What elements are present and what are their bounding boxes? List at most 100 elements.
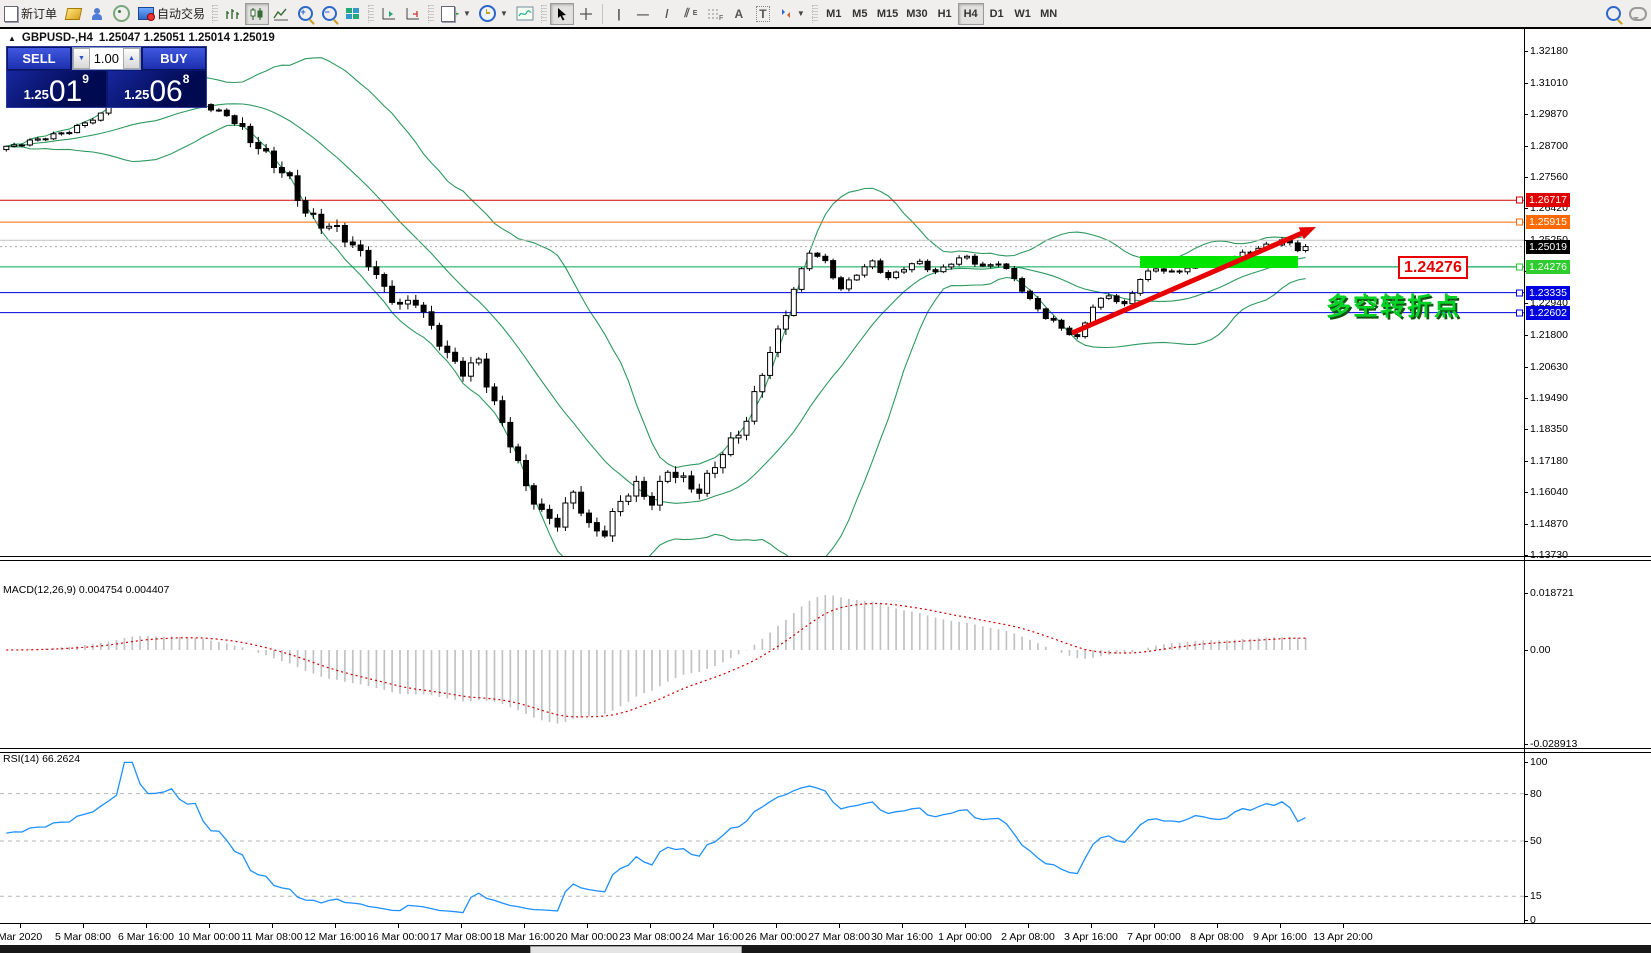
- time-axis-label[interactable]: 5 Mar 08:00: [54, 931, 112, 943]
- volume-decrease-button[interactable]: ▼: [73, 48, 90, 69]
- timeframe-button-mn[interactable]: MN: [1036, 3, 1062, 25]
- horizontal-scrollbar[interactable]: [0, 945, 1651, 953]
- candle-body: [19, 144, 25, 147]
- volume-increase-button[interactable]: ▲: [123, 48, 140, 69]
- time-axis-label[interactable]: 16 Mar 00:00: [367, 931, 429, 943]
- zoom-in-button[interactable]: +: [293, 3, 317, 25]
- time-axis-label[interactable]: 24 Mar 16:00: [682, 931, 744, 943]
- time-axis-label[interactable]: 30 Mar 16:00: [871, 931, 933, 943]
- history-center-button[interactable]: [61, 3, 85, 25]
- candle-body: [523, 460, 529, 487]
- search-button[interactable]: [1601, 3, 1625, 25]
- buy-button[interactable]: BUY: [142, 47, 206, 70]
- time-axis-label[interactable]: 26 Mar 00:00: [745, 931, 807, 943]
- auto-scroll-button[interactable]: [377, 3, 401, 25]
- time-axis-label[interactable]: 17 Mar 08:00: [430, 931, 492, 943]
- time-axis-label[interactable]: Mar 2020: [0, 931, 43, 943]
- candlestick-button[interactable]: [245, 2, 270, 25]
- horizontal-line-tool-button[interactable]: —: [631, 3, 655, 25]
- buy-price-display[interactable]: 1.25 06 8: [107, 71, 206, 107]
- time-axis-label[interactable]: 10 Mar 00:00: [178, 931, 240, 943]
- time-axis-label[interactable]: 18 Mar 16:00: [493, 931, 555, 943]
- candle-body: [759, 374, 766, 393]
- time-axis-label[interactable]: 11 Mar 08:00: [241, 931, 303, 943]
- candle-body: [601, 530, 608, 537]
- timeframe-button-m30[interactable]: M30: [902, 3, 931, 25]
- sell-button[interactable]: SELL: [7, 47, 71, 70]
- toolbar-grip: [212, 4, 219, 23]
- zoom-out-button[interactable]: −: [317, 3, 341, 25]
- price-callout-label[interactable]: 1.24276: [1398, 255, 1468, 279]
- tile-windows-button[interactable]: [341, 3, 365, 25]
- time-axis-label[interactable]: 3 Apr 16:00: [1064, 931, 1118, 943]
- candle-body: [672, 471, 679, 478]
- new-order-button[interactable]: 新订单: [0, 3, 61, 25]
- time-axis-label[interactable]: 2 Apr 08:00: [1001, 931, 1055, 943]
- candle-body: [869, 260, 876, 268]
- toolbar-separator: [601, 3, 603, 24]
- trendline-tool-button[interactable]: /: [655, 3, 679, 25]
- vertical-line-tool-button[interactable]: |: [607, 3, 631, 25]
- candle-body: [89, 119, 96, 124]
- main-chart-canvas[interactable]: [0, 28, 1524, 556]
- volume-input[interactable]: 1.00: [93, 51, 119, 66]
- time-axis-label[interactable]: 20 Mar 00:00: [556, 931, 618, 943]
- scrollbar-thumb[interactable]: [530, 946, 742, 953]
- time-axis-label[interactable]: 12 Mar 16:00: [304, 931, 366, 943]
- timeframe-button-m15[interactable]: M15: [873, 3, 902, 25]
- candle-body: [680, 475, 687, 478]
- timeframe-button-m1[interactable]: M1: [821, 3, 847, 25]
- crosshair-button[interactable]: [574, 3, 598, 25]
- sell-price-display[interactable]: 1.25 01 9: [7, 71, 106, 107]
- templates-button[interactable]: + ▼: [437, 3, 475, 25]
- time-axis-label[interactable]: 13 Apr 20:00: [1313, 931, 1373, 943]
- candle-body: [641, 480, 648, 497]
- label-tool-button[interactable]: T: [751, 3, 775, 25]
- timeframe-button-d1[interactable]: D1: [984, 3, 1010, 25]
- channel-tool-button[interactable]: ⫽ E: [679, 3, 703, 25]
- indicators-button[interactable]: [512, 3, 538, 25]
- time-axis-label[interactable]: 9 Apr 16:00: [1253, 931, 1307, 943]
- timeframe-button-h4[interactable]: H4: [957, 2, 984, 25]
- timeframe-button-w1[interactable]: W1: [1010, 3, 1036, 25]
- timeframe-button-h1[interactable]: H1: [932, 3, 958, 25]
- collapse-triangle-icon[interactable]: ▲: [8, 33, 16, 43]
- macd-axis-label: 0.018721: [1524, 587, 1574, 599]
- line-chart-button[interactable]: [269, 3, 293, 25]
- candle-body: [830, 260, 837, 279]
- time-axis[interactable]: Mar 2020 5 Mar 08:00 6 Mar 16:00 10 Mar 00:…: [0, 923, 1651, 946]
- time-axis-label[interactable]: 6 Mar 16:00: [117, 931, 175, 943]
- time-axis-label[interactable]: 1 Apr 00:00: [938, 931, 992, 943]
- chat-button[interactable]: [1625, 3, 1651, 25]
- timeframe-button-m5[interactable]: M5: [847, 3, 873, 25]
- pane-separator[interactable]: [0, 748, 1651, 753]
- macd-canvas[interactable]: [0, 559, 1524, 748]
- candle-body: [1034, 298, 1041, 310]
- candle-body: [318, 213, 325, 229]
- time-axis-label[interactable]: 23 Mar 08:00: [619, 931, 681, 943]
- market-watch-button[interactable]: [85, 3, 109, 25]
- periods-button[interactable]: ▼: [475, 3, 512, 25]
- time-axis-tick: [272, 924, 273, 928]
- chart-shift-button[interactable]: [401, 3, 425, 25]
- auto-scroll-icon: [382, 7, 396, 19]
- navigator-button[interactable]: [109, 3, 134, 25]
- fibonacci-tool-button[interactable]: F: [703, 3, 727, 25]
- arrows-tool-button[interactable]: ▼: [775, 3, 809, 25]
- turning-point-annotation[interactable]: 多空转折点: [1326, 293, 1462, 321]
- support-zone-rectangle[interactable]: [1140, 256, 1298, 268]
- time-axis-label[interactable]: 27 Mar 08:00: [808, 931, 870, 943]
- trend-arrow-line[interactable]: [1071, 227, 1310, 336]
- bar-chart-button[interactable]: [221, 3, 245, 25]
- time-axis-tick: [650, 924, 651, 928]
- rsi-canvas[interactable]: [0, 751, 1524, 922]
- cursor-button[interactable]: [549, 2, 574, 25]
- text-tool-button[interactable]: A: [727, 3, 751, 25]
- time-axis-label[interactable]: 7 Apr 00:00: [1127, 931, 1181, 943]
- price-axis-label: 1.16040: [1524, 485, 1568, 498]
- periods-caret-icon: ▼: [499, 9, 508, 18]
- pane-separator[interactable]: [0, 556, 1651, 561]
- time-axis-label[interactable]: 8 Apr 08:00: [1190, 931, 1244, 943]
- auto-trading-button[interactable]: 自动交易: [134, 3, 209, 25]
- candle-body: [310, 212, 317, 215]
